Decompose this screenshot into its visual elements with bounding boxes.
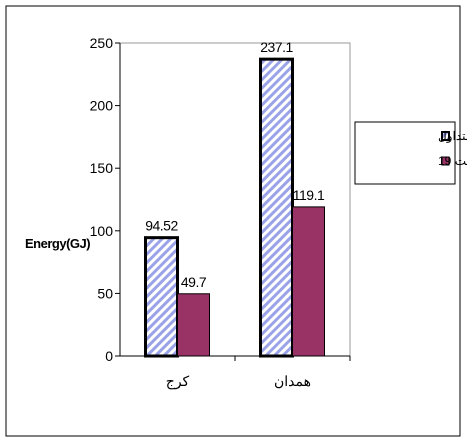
legend-swatch	[441, 156, 450, 166]
x-tick-label: کرج	[166, 373, 190, 390]
data-label: 94.52	[145, 218, 178, 234]
y-tick-label: 50	[97, 285, 113, 301]
bar	[177, 293, 210, 357]
legend-entry: مصالح متداول	[438, 129, 467, 143]
y-tick-label: 100	[90, 223, 114, 239]
data-label: 49.7	[181, 274, 207, 290]
legend-entry: رعایت مبحث 19	[438, 154, 467, 168]
bar	[259, 57, 294, 358]
y-tick-label: 150	[90, 160, 114, 176]
y-tick-label: 250	[90, 35, 114, 51]
y-tick-label: 200	[90, 98, 114, 114]
legend-box	[354, 121, 456, 185]
x-tick-label: همدان	[274, 373, 311, 389]
y-axis-label: Energy(GJ)	[25, 236, 90, 251]
data-label: 119.1	[293, 187, 325, 203]
bar	[144, 236, 179, 358]
data-label: 237.1	[260, 39, 293, 55]
bar	[292, 206, 325, 357]
y-tick-label: 0	[105, 348, 113, 364]
legend-swatch	[441, 131, 450, 141]
chart-frame	[5, 5, 461, 437]
